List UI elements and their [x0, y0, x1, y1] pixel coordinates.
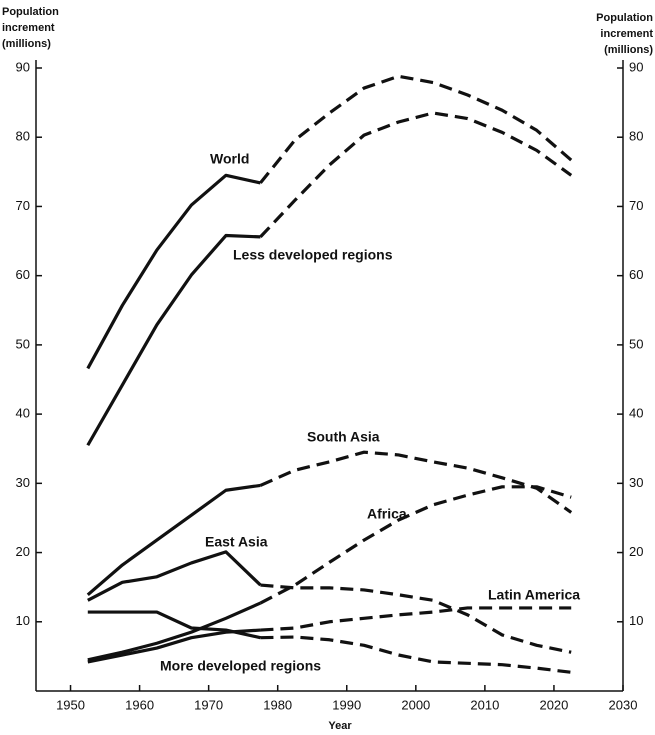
y2-tick-label: 60 [629, 267, 643, 282]
projected-line [260, 583, 572, 654]
y2-tick-label: 50 [629, 336, 643, 351]
y-tick-label: 90 [16, 59, 30, 74]
series-label: World [210, 151, 249, 167]
series-label: Latin America [488, 587, 580, 603]
projected-line [259, 111, 573, 238]
series-label: More developed regions [160, 658, 321, 674]
y-tick-label: 10 [16, 613, 30, 628]
projected-line [260, 635, 572, 674]
y-tick-label: 70 [16, 198, 30, 213]
x-tick-label: 2010 [470, 697, 499, 712]
series-label: Less developed regions [233, 247, 393, 263]
y2-tick-label: 10 [629, 613, 643, 628]
y-axis-label: Population [2, 6, 59, 18]
series-label: East Asia [205, 534, 268, 550]
y-tick-label: 20 [16, 544, 30, 559]
y-tick-label: 60 [16, 267, 30, 282]
line [87, 601, 262, 662]
x-tick-label: 2020 [539, 697, 568, 712]
line [87, 610, 261, 640]
line [87, 550, 262, 602]
x-axis-label: Year [328, 720, 352, 732]
y-tick-label: 40 [16, 406, 30, 421]
y2-tick-label: 30 [629, 475, 643, 490]
x-tick-label: 1990 [332, 697, 361, 712]
series-label: South Asia [307, 429, 380, 445]
y2-axis-label: increment [600, 28, 653, 40]
y-tick-label: 80 [16, 129, 30, 144]
y2-tick-label: 40 [629, 406, 643, 421]
series-label: Africa [367, 506, 407, 522]
y-tick-label: 50 [16, 336, 30, 351]
line [86, 173, 261, 370]
y2-tick-label: 20 [629, 544, 643, 559]
y-axis-label: increment [2, 22, 55, 34]
y2-tick-label: 80 [629, 129, 643, 144]
y2-axis-label: Population [596, 12, 653, 24]
x-tick-label: 2030 [609, 697, 638, 712]
x-tick-label: 2000 [401, 697, 430, 712]
x-tick-label: 1950 [56, 697, 85, 712]
y-tick-label: 30 [16, 475, 30, 490]
y2-axis-label: (millions) [604, 44, 653, 56]
projected-line [260, 606, 572, 632]
y2-tick-label: 90 [629, 59, 643, 74]
y-axis-label: (millions) [2, 38, 51, 50]
projected-line [259, 485, 572, 605]
line [86, 233, 261, 447]
y2-tick-label: 70 [629, 198, 643, 213]
projected-line [259, 450, 573, 514]
line [86, 483, 261, 596]
x-tick-label: 1980 [263, 697, 292, 712]
x-tick-label: 1960 [125, 697, 154, 712]
projected-line [259, 74, 573, 184]
x-tick-label: 1970 [194, 697, 223, 712]
